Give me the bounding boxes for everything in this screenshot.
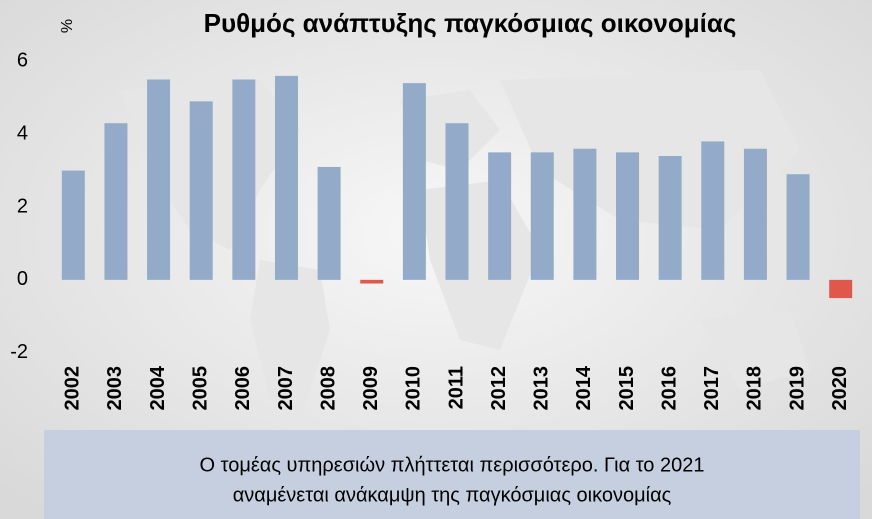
bar: [573, 148, 597, 280]
x-tick-label: 2007: [275, 366, 297, 411]
y-axis-label: %: [59, 19, 76, 33]
x-tick-label: 2019: [786, 366, 808, 411]
x-tick-label: 2004: [147, 365, 169, 410]
bar: [189, 101, 213, 280]
x-tick-label: 2017: [701, 366, 723, 411]
bar: [147, 79, 171, 280]
note-box: [44, 430, 860, 519]
bar: [658, 156, 682, 280]
bar: [786, 174, 810, 280]
bar: [530, 152, 554, 280]
bar: [701, 141, 725, 280]
x-tick-label: 2015: [616, 366, 638, 411]
x-tick-label: 2005: [189, 366, 211, 411]
bar: [445, 123, 469, 280]
y-tick-label: 4: [17, 122, 28, 144]
x-tick-label: 2012: [488, 366, 510, 411]
chart-title: Ρυθμός ανάπτυξης παγκόσμιας οικονομίας: [204, 8, 737, 38]
note-line: αναμένεται ανάκαμψη της παγκόσμιας οικον…: [233, 484, 672, 506]
x-tick-label: 2006: [232, 366, 254, 411]
x-tick-label: 2002: [62, 366, 84, 411]
bar: [274, 75, 298, 280]
bar: [488, 152, 512, 280]
x-tick-label: 2018: [744, 366, 766, 411]
bar: [829, 279, 853, 299]
x-tick-label: 2003: [104, 366, 126, 411]
x-tick-label: 2011: [445, 366, 467, 409]
x-tick-label: 2014: [573, 365, 595, 410]
x-tick-label: 2008: [317, 366, 339, 411]
bar: [232, 79, 256, 280]
y-tick-label: -2: [10, 341, 28, 363]
x-tick-label: 2020: [829, 366, 851, 411]
y-tick-label: 6: [17, 50, 28, 72]
bar: [317, 166, 341, 280]
bar: [104, 123, 128, 280]
bar: [743, 148, 767, 280]
bar: [616, 152, 640, 280]
x-tick-label: 2010: [403, 366, 425, 411]
y-tick-label: 0: [17, 268, 28, 290]
bar: [360, 279, 384, 284]
x-tick-label: 2009: [360, 366, 382, 411]
bar: [61, 170, 85, 280]
bar: [402, 83, 426, 280]
x-tick-label: 2013: [531, 366, 553, 411]
note-line: Ο τομέας υπηρεσιών πλήττεται περισσότερο…: [200, 454, 705, 476]
x-tick-label: 2016: [658, 366, 680, 411]
y-tick-label: 2: [17, 195, 28, 217]
